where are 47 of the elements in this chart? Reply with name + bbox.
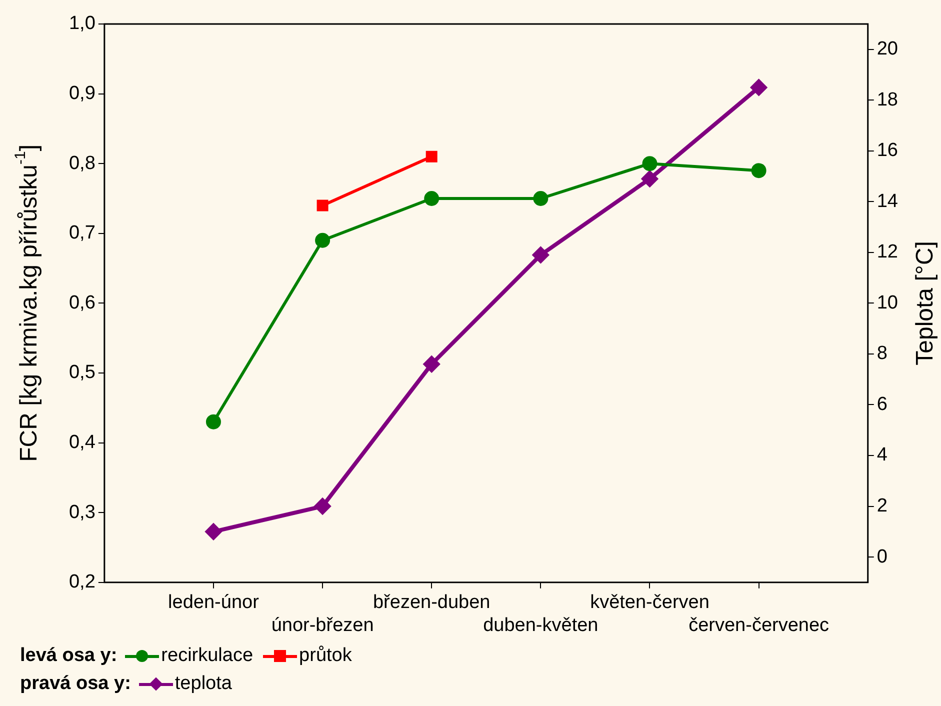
point [316,200,328,212]
legend-label: teplota [174,673,232,695]
y2-tick-label: 12 [876,242,898,263]
y-tick-label: 0,9 [68,83,96,104]
y2-tick-label: 16 [876,140,898,162]
y-tick-label: 0,3 [68,502,96,523]
text: levá osa y: [20,645,118,667]
x-tick-label: květen-červen [590,592,710,614]
point [426,150,438,162]
y2-tick-label: 20 [876,38,898,60]
point [533,191,548,206]
y2-tick-label: 10 [876,292,898,314]
y-tick-label: 1,0 [68,13,96,34]
point [424,191,440,206]
y2-tick-label: 6 [876,394,888,415]
y-tick-label: 0,4 [68,432,96,454]
legend-label: recirkulace [161,645,254,667]
y-axis-title: FCR [kg krmiva.kg přírůstku-1] [12,144,43,462]
y2-tick-label: 8 [876,343,888,364]
y2-tick-label: 18 [876,89,898,110]
y-tick-label: 0,8 [68,152,96,174]
point [314,498,331,514]
y2-tick-label: 0 [876,546,888,568]
point [206,414,221,430]
point [642,170,658,187]
point [315,232,330,248]
x-tick-label: březen-duben [372,592,490,614]
y-tick-label: 0,2 [68,572,96,593]
point [751,163,766,178]
x-tick-label: leden-únor [168,592,260,614]
point [424,356,440,372]
y2-tick-label: 14 [876,190,898,212]
point [750,79,767,96]
x-tick-label: únor-březen [271,614,374,636]
x-tick-label: červen-červenec [688,614,830,636]
point [205,524,222,540]
legend-label: průtok [299,645,352,667]
text: pravá osa y: [20,673,131,695]
y2-axis-title: Teplota [°C] [912,241,939,366]
point [532,246,549,263]
y-tick-label: 0,7 [68,222,96,244]
y-tick-label: 0,5 [68,362,96,384]
y2-tick-label: 2 [876,495,888,516]
y-tick-label: 0,6 [68,292,96,314]
x-tick-label: duben-květen [483,614,598,636]
point [642,156,658,172]
y2-tick-label: 4 [876,444,888,466]
